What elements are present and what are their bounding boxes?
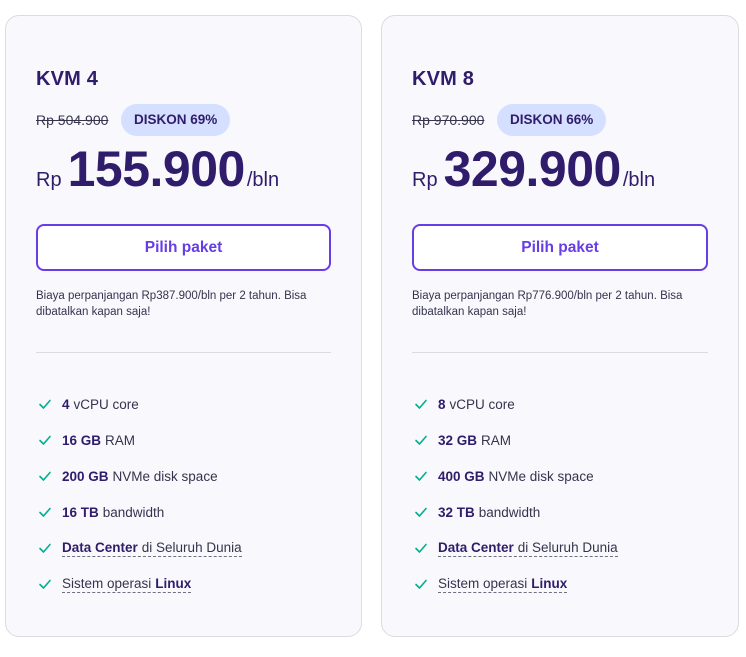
check-icon xyxy=(415,543,427,553)
check-icon xyxy=(39,471,51,481)
feature-bandwidth: 16 TB bandwidth xyxy=(36,494,331,530)
discount-badge: DISKON 66% xyxy=(497,104,607,136)
feature-label: Sistem operasi xyxy=(62,575,152,591)
feature-label: bandwidth xyxy=(478,504,541,520)
feature-ram: 32 GB RAM xyxy=(412,422,708,458)
os-tooltip-trigger[interactable]: Sistem operasi Linux xyxy=(62,575,192,593)
feature-value: 8 xyxy=(438,396,446,412)
price-period: /bln xyxy=(246,169,280,191)
price-period: /bln xyxy=(622,169,656,191)
feature-label: Sistem operasi xyxy=(438,575,528,591)
plan-title: KVM 4 xyxy=(36,68,99,90)
price-amount: 329.900 xyxy=(443,141,622,197)
check-icon xyxy=(415,435,427,445)
data-center-tooltip-trigger[interactable]: Data Center di Seluruh Dunia xyxy=(62,540,242,557)
plan-card-kvm-4: KVM 4 Rp 504.900 DISKON 69% Rp 155.900 /… xyxy=(5,15,362,637)
feature-value: 400 GB xyxy=(438,468,485,484)
choose-plan-button[interactable]: Pilih paket xyxy=(412,224,708,271)
check-icon xyxy=(39,543,51,553)
renewal-note: Biaya perpanjangan Rp776.900/bln per 2 t… xyxy=(412,290,683,318)
check-icon xyxy=(39,507,51,517)
feature-data-center: Data Center di Seluruh Dunia xyxy=(412,530,708,566)
price-amount: 155.900 xyxy=(67,141,246,197)
feature-label: di Seluruh Dunia xyxy=(517,539,618,555)
feature-label: vCPU core xyxy=(449,396,515,412)
feature-value: Linux xyxy=(531,575,568,591)
feature-value: 4 xyxy=(62,396,70,412)
renewal-note: Biaya perpanjangan Rp387.900/bln per 2 t… xyxy=(36,290,307,318)
feature-label: NVMe disk space xyxy=(112,468,218,484)
check-icon xyxy=(39,435,51,445)
feature-label: vCPU core xyxy=(73,396,139,412)
divider xyxy=(36,352,331,353)
check-icon xyxy=(415,471,427,481)
check-icon xyxy=(39,399,51,409)
feature-disk: 200 GB NVMe disk space xyxy=(36,458,331,494)
original-price: Rp 970.900 xyxy=(412,112,485,128)
os-tooltip-trigger[interactable]: Sistem operasi Linux xyxy=(438,575,568,593)
check-icon xyxy=(415,507,427,517)
original-price: Rp 504.900 xyxy=(36,112,109,128)
currency-label: Rp xyxy=(36,169,62,191)
feature-value: Data Center xyxy=(438,539,514,555)
feature-os: Sistem operasi Linux xyxy=(412,566,708,602)
feature-value: 16 GB xyxy=(62,432,102,448)
feature-label: bandwidth xyxy=(102,504,165,520)
price-row: Rp 155.900 /bln xyxy=(36,144,279,194)
feature-cpu: 8 vCPU core xyxy=(412,386,708,422)
divider xyxy=(412,352,708,353)
feature-value: 16 TB xyxy=(62,504,99,520)
feature-bandwidth: 32 TB bandwidth xyxy=(412,494,708,530)
feature-list: 8 vCPU core 32 GB RAM 400 GB NVMe disk s… xyxy=(412,386,708,602)
feature-label: NVMe disk space xyxy=(488,468,594,484)
feature-value: 32 GB xyxy=(438,432,478,448)
feature-label: RAM xyxy=(105,432,136,448)
price-row: Rp 329.900 /bln xyxy=(412,144,655,194)
feature-value: Linux xyxy=(155,575,192,591)
plan-card-kvm-8: KVM 8 Rp 970.900 DISKON 66% Rp 329.900 /… xyxy=(381,15,739,637)
feature-value: Data Center xyxy=(62,539,138,555)
check-icon xyxy=(415,579,427,589)
choose-plan-button[interactable]: Pilih paket xyxy=(36,224,331,271)
check-icon xyxy=(39,579,51,589)
feature-value: 32 TB xyxy=(438,504,475,520)
feature-list: 4 vCPU core 16 GB RAM 200 GB NVMe disk s… xyxy=(36,386,331,602)
feature-disk: 400 GB NVMe disk space xyxy=(412,458,708,494)
data-center-tooltip-trigger[interactable]: Data Center di Seluruh Dunia xyxy=(438,540,618,557)
feature-data-center: Data Center di Seluruh Dunia xyxy=(36,530,331,566)
check-icon xyxy=(415,399,427,409)
plan-title: KVM 8 xyxy=(412,68,475,90)
discount-badge: DISKON 69% xyxy=(121,104,231,136)
currency-label: Rp xyxy=(412,169,438,191)
feature-cpu: 4 vCPU core xyxy=(36,386,331,422)
feature-value: 200 GB xyxy=(62,468,109,484)
feature-label: RAM xyxy=(481,432,512,448)
feature-ram: 16 GB RAM xyxy=(36,422,331,458)
feature-os: Sistem operasi Linux xyxy=(36,566,331,602)
feature-label: di Seluruh Dunia xyxy=(141,539,242,555)
